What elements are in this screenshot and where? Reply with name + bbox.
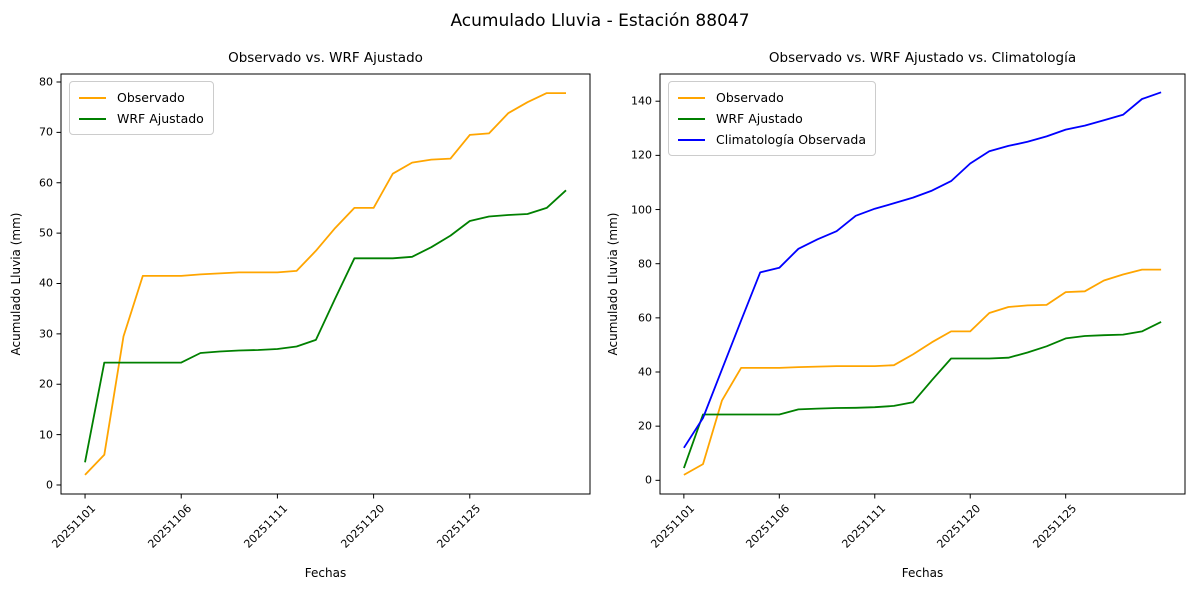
legend-item: WRF Ajustado	[79, 108, 204, 129]
legend-line-swatch	[678, 138, 705, 141]
right-chart-legend: Observado WRF Ajustado Climatología Observ…	[668, 81, 876, 156]
legend-label: Climatología Observada	[716, 132, 866, 147]
left-subplot-title: Observado vs. WRF Ajustado	[228, 50, 423, 66]
x-tick-label: 20251101	[49, 502, 99, 551]
y-tick-label: 40	[39, 276, 53, 290]
y-tick-label: 100	[631, 203, 652, 217]
left-x-axis-label: Fechas	[304, 566, 347, 580]
y-tick-label: 0	[645, 473, 652, 487]
series-line-climatolog-a-observada	[683, 91, 1162, 449]
y-tick-label: 0	[46, 478, 53, 492]
legend-line-swatch	[79, 117, 106, 120]
series-line-observado	[84, 92, 566, 476]
right-x-axis-label: Fechas	[901, 566, 944, 580]
figure-title: Acumulado Lluvia - Estación 88047	[450, 11, 750, 31]
y-tick-label: 20	[39, 377, 53, 391]
y-tick-label: 10	[39, 428, 53, 442]
x-tick-label: 20251120	[934, 502, 984, 551]
y-tick-label: 60	[39, 176, 53, 190]
legend-label: Observado	[117, 90, 185, 105]
y-tick-label: 30	[39, 327, 53, 341]
y-tick-label: 40	[638, 365, 652, 379]
legend-line-swatch	[79, 96, 106, 99]
y-tick-label: 50	[39, 226, 53, 240]
legend-label: WRF Ajustado	[117, 111, 204, 126]
series-line-observado	[683, 268, 1162, 476]
x-tick-label: 20251101	[648, 502, 698, 551]
series-line-wrf-ajustado	[84, 189, 567, 463]
series-line-wrf-ajustado	[683, 321, 1162, 469]
y-tick-label: 70	[39, 125, 53, 139]
y-tick-label: 140	[631, 94, 652, 108]
x-tick-label: 20251120	[337, 502, 387, 551]
axes-box	[60, 73, 591, 495]
right-subplot-title: Observado vs. WRF Ajustado vs. Climatolo…	[768, 50, 1077, 66]
legend-item: Observado	[79, 87, 204, 108]
legend-item: Climatología Observada	[678, 129, 866, 150]
x-tick-label: 20251111	[839, 502, 888, 551]
x-tick-label: 20251106	[145, 502, 195, 551]
left-chart-legend: Observado WRF Ajustado	[69, 81, 214, 135]
y-tick-label: 20	[638, 419, 652, 433]
legend-line-swatch	[678, 117, 705, 120]
x-tick-label: 20251111	[241, 502, 291, 551]
y-tick-label: 60	[638, 311, 652, 325]
x-tick-label: 20251125	[1030, 502, 1079, 551]
y-tick-label: 120	[631, 148, 652, 162]
axes-box	[659, 73, 1186, 495]
legend-item: Observado	[678, 87, 866, 108]
legend-line-swatch	[678, 96, 705, 99]
legend-label: Observado	[716, 90, 784, 105]
y-tick-label: 80	[638, 257, 652, 271]
y-tick-label: 80	[39, 75, 53, 89]
x-tick-label: 20251125	[434, 502, 483, 551]
x-tick-label: 20251106	[743, 502, 793, 551]
legend-item: WRF Ajustado	[678, 108, 866, 129]
legend-label: WRF Ajustado	[716, 111, 803, 126]
